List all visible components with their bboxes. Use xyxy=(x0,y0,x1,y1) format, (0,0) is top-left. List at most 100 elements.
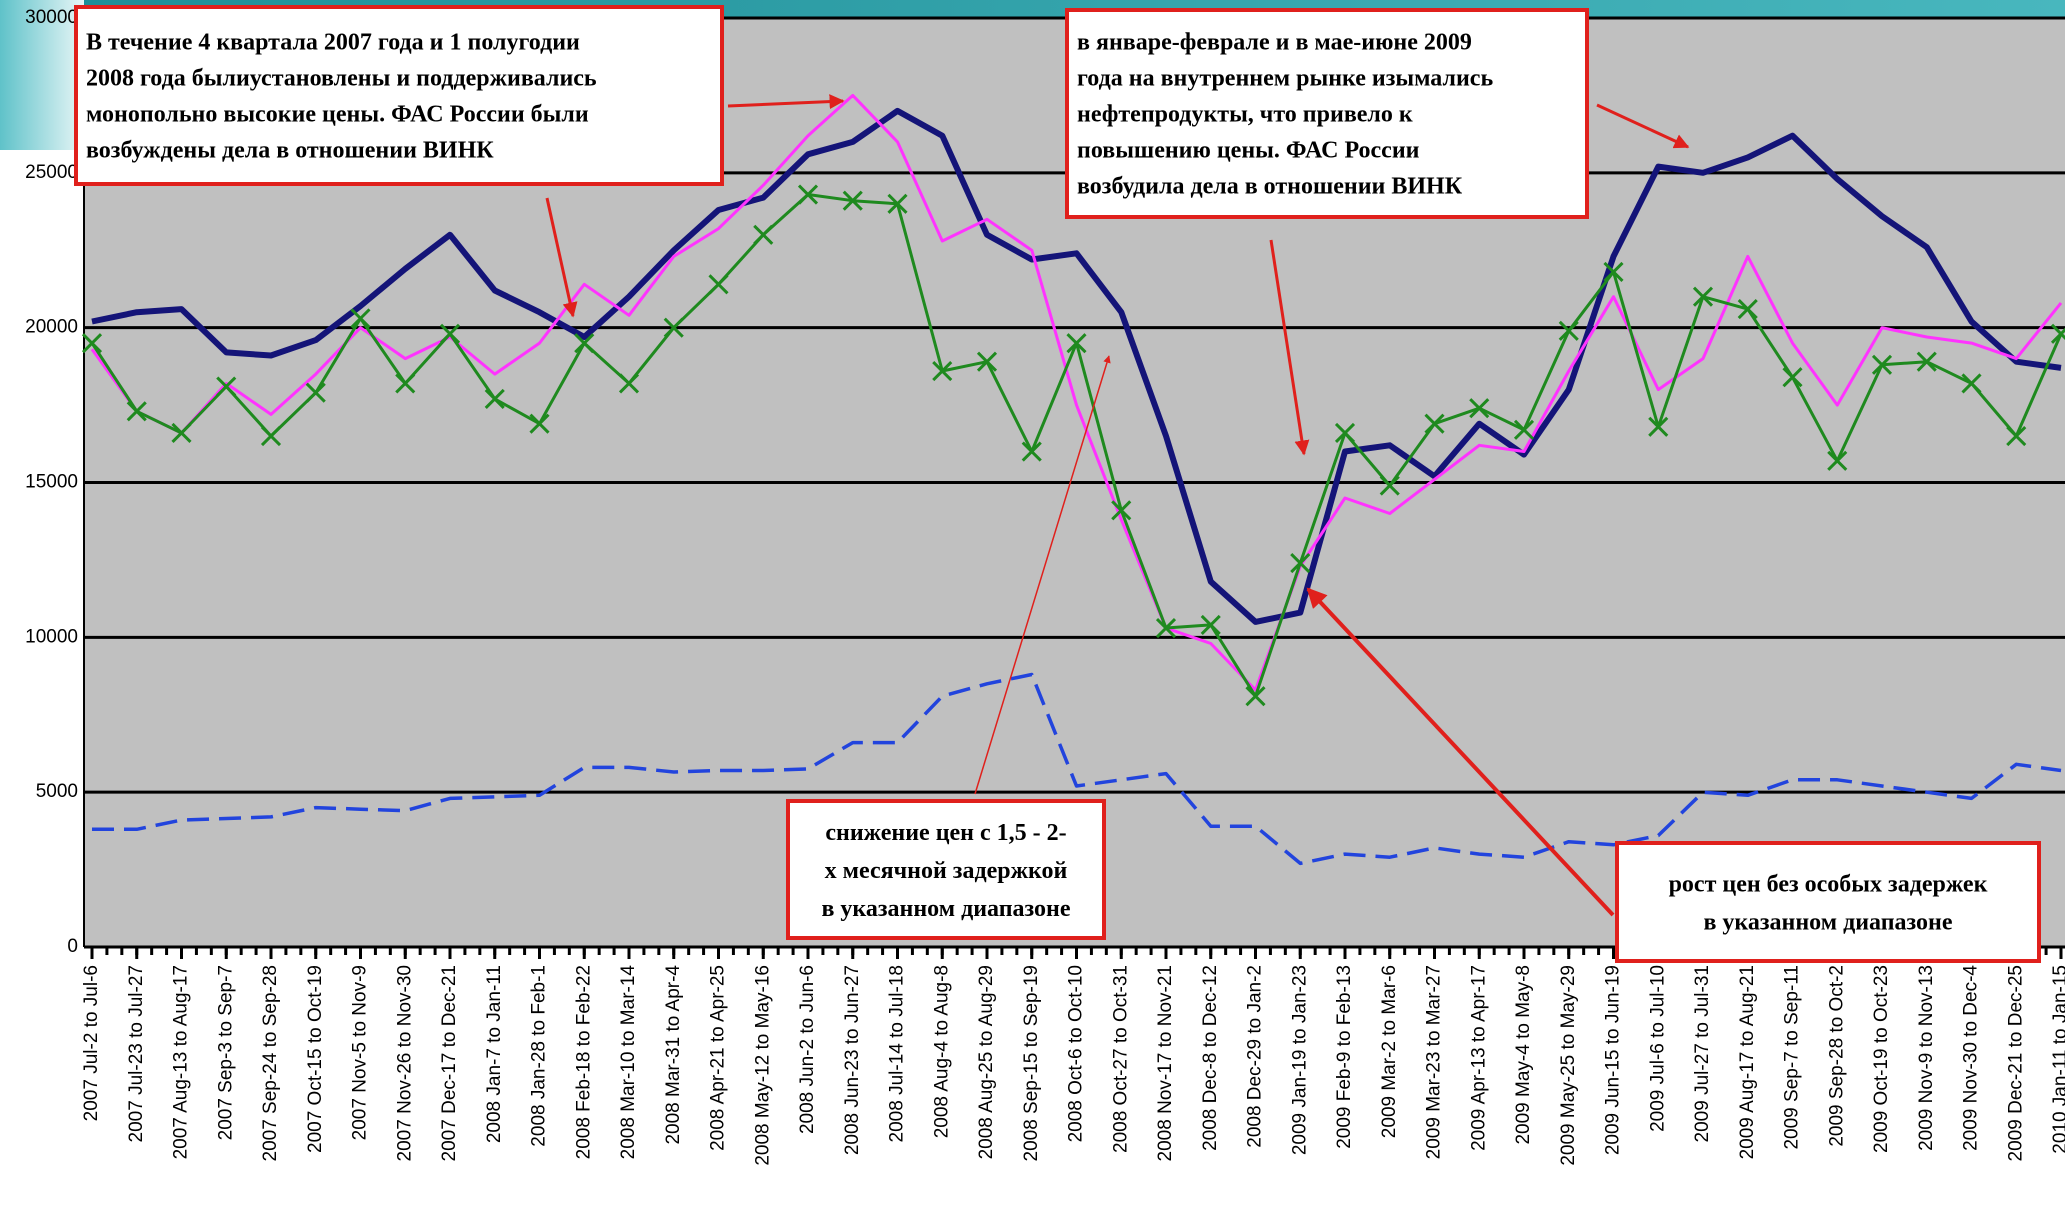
marker xyxy=(1111,500,1132,521)
series-line xyxy=(92,672,2062,866)
marker xyxy=(663,317,684,338)
series-line xyxy=(90,93,2063,692)
marker xyxy=(2050,323,2065,344)
annotation-text: 2008 года былиустановлены и поддерживали… xyxy=(86,65,597,91)
arrow xyxy=(545,197,578,318)
annotation-text: в указанном диапазоне xyxy=(1703,909,1952,935)
annotation-box xyxy=(1065,8,1589,219)
marker xyxy=(932,360,953,382)
marker xyxy=(753,224,774,245)
marker xyxy=(1737,299,1758,320)
annotation-box xyxy=(1615,841,2041,963)
marker xyxy=(1692,286,1714,307)
marker xyxy=(260,425,282,447)
annotation-text: в январе-феврале и в мае-июне 2009 xyxy=(1077,29,1472,55)
x-tick-label: 2007 Jul-23 to Jul-27 xyxy=(126,965,147,1142)
marker xyxy=(1200,614,1221,636)
marker xyxy=(887,193,908,214)
x-tick-label: 2007 Aug-13 to Aug-17 xyxy=(171,965,192,1159)
marker xyxy=(708,274,729,295)
marker xyxy=(1469,398,1490,419)
marker xyxy=(1290,552,1311,574)
x-tick-label: 2007 Sep-24 to Sep-28 xyxy=(260,965,281,1162)
annotation-text: нефтепродукты, что привело к xyxy=(1077,101,1413,127)
marker xyxy=(1871,354,1893,375)
annotation-text: возбуждены дела в отношении ВИНК xyxy=(86,137,494,163)
x-tick-label: 2007 Dec-17 to Dec-21 xyxy=(439,965,460,1161)
x-tick-label: 2009 Feb-9 to Feb-13 xyxy=(1334,965,1355,1149)
x-tick-label: 2010 Jan-11 to Jan-15 xyxy=(2050,965,2065,1154)
x-tick-label: 2008 Mar-10 to Mar-14 xyxy=(618,965,639,1160)
annotation-text: В течение 4 квартала 2007 года и 1 полуг… xyxy=(86,29,580,55)
x-tick-label: 2009 Jun-15 to Jun-19 xyxy=(1603,965,1624,1155)
marker xyxy=(484,388,505,409)
marker xyxy=(574,333,595,354)
y-tick-label: 30000 xyxy=(25,7,78,28)
marker xyxy=(1155,617,1177,639)
arrow xyxy=(974,355,1111,795)
x-tick-label: 2009 Jul-27 to Jul-31 xyxy=(1692,965,1713,1142)
x-tick-label: 2008 May-12 to May-16 xyxy=(752,965,773,1166)
x-tick-label: 2008 Aug-25 to Aug-29 xyxy=(976,965,997,1159)
annotation-text: снижение цен с 1,5 - 2- xyxy=(825,820,1066,846)
arrows xyxy=(545,94,1690,917)
slide-background xyxy=(0,0,84,150)
x-tick-label: 2008 Sep-15 to Sep-19 xyxy=(1021,965,1042,1162)
x-tick-label: 2008 Mar-31 to Apr-4 xyxy=(663,965,684,1145)
x-tick-label: 2008 Jan-28 to Feb-1 xyxy=(529,965,550,1147)
y-tick-label: 10000 xyxy=(25,626,78,647)
marker xyxy=(976,351,998,372)
annotation-text: в указанном диапазоне xyxy=(821,896,1070,922)
marker xyxy=(2006,425,2027,447)
marker xyxy=(305,382,326,403)
marker xyxy=(1245,686,1266,707)
marker xyxy=(171,422,192,444)
arrow xyxy=(727,94,845,110)
x-tick-label: 2007 Sep-3 to Sep-7 xyxy=(215,965,236,1140)
marker xyxy=(797,184,819,205)
y-tick-label: 0 xyxy=(67,936,78,957)
marker xyxy=(1513,419,1535,440)
marker xyxy=(1916,351,1937,372)
x-tick-label: 2008 Nov-17 to Nov-21 xyxy=(1155,965,1176,1161)
marker xyxy=(1961,373,1982,394)
x-tick-label: 2008 Feb-18 to Feb-22 xyxy=(573,965,594,1159)
marker xyxy=(842,190,863,211)
marker xyxy=(350,308,371,329)
annotation-box xyxy=(74,5,724,186)
annotation-text: рост цен без особых задержек xyxy=(1669,871,1988,897)
marker xyxy=(1066,333,1087,354)
x-tick-label: 2009 Nov-30 to Dec-4 xyxy=(1961,965,1982,1151)
marker xyxy=(1021,441,1042,462)
x-tick-label: 2009 Dec-21 to Dec-25 xyxy=(2005,965,2026,1161)
y-tick-label: 20000 xyxy=(25,317,78,338)
x-tick-label: 2008 Dec-8 to Dec-12 xyxy=(1200,965,1221,1151)
marker xyxy=(618,373,640,394)
x-tick-label: 2009 Sep-28 to Oct-2 xyxy=(1826,965,1847,1147)
y-tick-label: 25000 xyxy=(25,162,78,183)
marker xyxy=(216,376,237,397)
marker xyxy=(81,333,103,354)
x-tick-label: 2007 Oct-15 to Oct-19 xyxy=(305,965,326,1153)
x-tick-label: 2009 Mar-2 to Mar-6 xyxy=(1379,965,1400,1138)
x-tick-label: 2008 Apr-21 to Apr-25 xyxy=(708,965,729,1151)
x-tick-label: 2008 Jan-7 to Jan-11 xyxy=(484,965,505,1143)
annotation-text: возбудила дела в отношении ВИНК xyxy=(1077,173,1463,199)
annotation-box xyxy=(786,799,1106,940)
annotation-text: года на внутреннем рынке изымались xyxy=(1077,65,1493,91)
marker xyxy=(395,373,416,394)
x-tick-label: 2009 Sep-7 to Sep-11 xyxy=(1782,965,1803,1150)
marker xyxy=(529,413,550,434)
x-tick-label: 2008 Jul-14 to Jul-18 xyxy=(887,965,908,1142)
x-tick-label: 2008 Oct-27 to Oct-31 xyxy=(1110,965,1131,1153)
series-line xyxy=(91,107,2062,625)
x-tick-label: 2009 May-25 to May-29 xyxy=(1558,965,1579,1166)
marker xyxy=(1782,367,1803,388)
x-tick-label: 2008 Jun-23 to Jun-27 xyxy=(842,965,863,1155)
marker xyxy=(1827,450,1848,471)
marker xyxy=(126,401,147,422)
x-tick-label: 2007 Nov-26 to Nov-30 xyxy=(394,965,415,1161)
x-tick-label: 2009 Jul-6 to Jul-10 xyxy=(1647,965,1668,1132)
arrow xyxy=(1269,239,1310,456)
x-tick-label: 2008 Aug-4 to Aug-8 xyxy=(931,965,952,1138)
